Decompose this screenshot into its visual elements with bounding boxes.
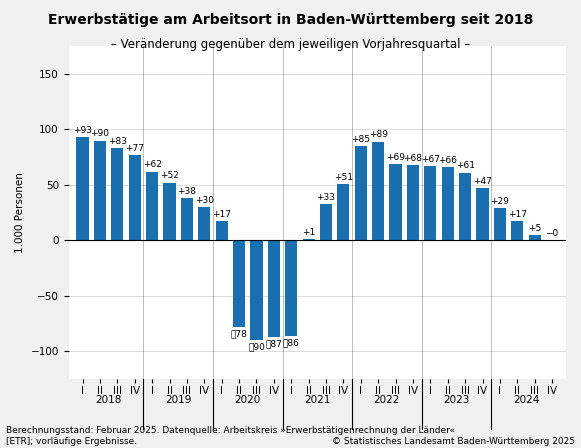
Bar <box>494 208 506 240</box>
Text: −0: −0 <box>546 229 559 238</box>
Text: +51: +51 <box>334 172 353 181</box>
Bar <box>338 184 350 240</box>
Bar <box>77 137 89 240</box>
Y-axis label: 1.000 Personen: 1.000 Personen <box>15 172 25 253</box>
Text: +69: +69 <box>386 153 405 162</box>
Bar <box>442 167 454 240</box>
Text: ⁲78: ⁲78 <box>231 329 248 338</box>
Bar <box>320 204 332 240</box>
Text: 2022: 2022 <box>374 396 400 405</box>
Bar <box>198 207 210 240</box>
Text: 2023: 2023 <box>443 396 469 405</box>
Text: +17: +17 <box>508 210 527 219</box>
Bar <box>424 166 436 240</box>
Text: 2018: 2018 <box>95 396 122 405</box>
Bar <box>233 240 245 327</box>
Text: +66: +66 <box>438 156 457 165</box>
Bar <box>476 188 489 240</box>
Text: Berechnungsstand: Februar 2025. Datenquelle: Arbeitskreis »Erwerbstätigenrechnun: Berechnungsstand: Februar 2025. Datenque… <box>6 426 455 435</box>
Text: +1: +1 <box>302 228 315 237</box>
Text: +77: +77 <box>125 144 144 153</box>
Text: +85: +85 <box>352 135 370 144</box>
Bar <box>372 142 384 240</box>
Text: 2020: 2020 <box>235 396 261 405</box>
Text: Erwerbstätige am Arbeitsort in Baden-Württemberg seit 2018: Erwerbstätige am Arbeitsort in Baden-Wür… <box>48 13 533 27</box>
Text: +30: +30 <box>195 196 214 205</box>
Text: – Veränderung gegenüber dem jeweiligen Vorjahresquartal –: – Veränderung gegenüber dem jeweiligen V… <box>111 38 470 51</box>
Bar <box>128 155 141 240</box>
Bar <box>146 172 158 240</box>
Text: +67: +67 <box>421 155 440 164</box>
Bar <box>163 183 175 240</box>
Bar <box>529 235 541 240</box>
Text: +93: +93 <box>73 126 92 135</box>
Text: +90: +90 <box>91 129 109 138</box>
Text: [ETR]; vorläufige Ergebnisse.: [ETR]; vorläufige Ergebnisse. <box>6 437 137 446</box>
Bar <box>94 141 106 240</box>
Text: +61: +61 <box>456 161 475 171</box>
Bar <box>459 173 471 240</box>
Bar <box>303 239 315 240</box>
Text: +33: +33 <box>317 193 335 202</box>
Bar <box>111 148 123 240</box>
Text: +68: +68 <box>403 154 422 163</box>
Bar <box>285 240 297 336</box>
Text: +89: +89 <box>369 130 388 139</box>
Text: +29: +29 <box>490 197 510 206</box>
Text: +52: +52 <box>160 172 179 181</box>
Bar <box>389 164 401 240</box>
Text: +47: +47 <box>473 177 492 186</box>
Text: +38: +38 <box>177 187 196 196</box>
Bar <box>181 198 193 240</box>
Text: +17: +17 <box>212 210 231 219</box>
Text: 2019: 2019 <box>165 396 191 405</box>
Text: ⁲90: ⁲90 <box>248 342 265 351</box>
Text: © Statistisches Landesamt Baden-Württemberg 2025: © Statistisches Landesamt Baden-Württemb… <box>332 437 575 446</box>
Bar <box>355 146 367 240</box>
Text: +5: +5 <box>528 224 541 233</box>
Text: ⁲86: ⁲86 <box>283 338 300 347</box>
Bar <box>268 240 280 337</box>
Text: 2024: 2024 <box>513 396 539 405</box>
Bar <box>511 221 523 240</box>
Text: 2021: 2021 <box>304 396 331 405</box>
Text: +83: +83 <box>108 137 127 146</box>
Text: ⁲87: ⁲87 <box>266 339 282 348</box>
Bar <box>216 221 228 240</box>
Bar <box>250 240 263 340</box>
Bar <box>407 165 419 240</box>
Text: +62: +62 <box>143 160 162 169</box>
